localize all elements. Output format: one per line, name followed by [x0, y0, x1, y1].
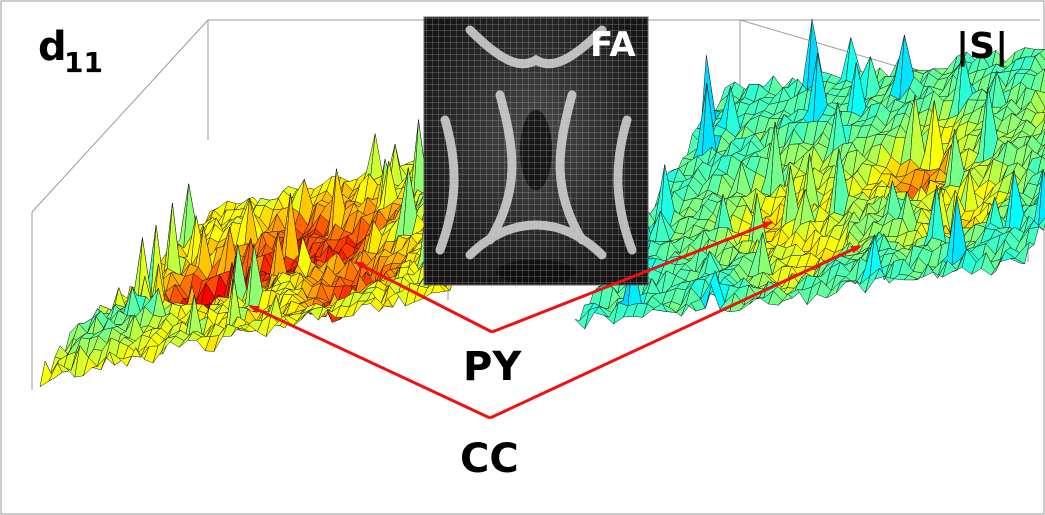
cc-label: CC: [460, 436, 519, 482]
py-arrow-right: [491, 220, 773, 334]
mesh-facet: [39, 360, 55, 388]
right-surface-mesh: [574, 19, 1045, 330]
mesh-facet: [1039, 49, 1045, 61]
mesh-facet: [1040, 130, 1045, 147]
annotation-arrows: [249, 220, 861, 420]
py-label: PY: [463, 344, 522, 390]
mesh-facet: [1039, 67, 1045, 94]
fa-map-label: FA: [590, 25, 636, 65]
left-panel-title: d: [38, 24, 67, 70]
left-panel-subscript: 11: [64, 46, 103, 79]
mesh-facet: [1010, 258, 1025, 265]
mesh-facet: [167, 202, 182, 276]
cc-arrow-left: [249, 304, 491, 420]
py-arrow-left: [354, 260, 493, 334]
right-panel-title: |S|: [956, 26, 1008, 67]
fa-map-frame: [423, 16, 649, 286]
cc-arrow-right: [489, 244, 861, 420]
right-surface-plot: |S|: [574, 19, 1045, 330]
fa-map: FA: [423, 16, 649, 286]
fa-map-grid: [424, 17, 648, 285]
